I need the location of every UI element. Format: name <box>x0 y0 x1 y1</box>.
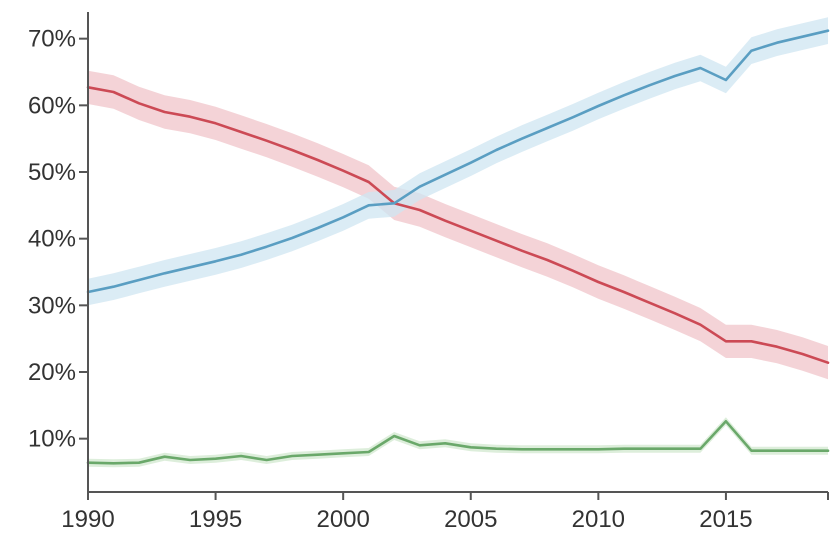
series-1-line <box>86 29 830 294</box>
series-2-band <box>88 417 828 468</box>
y-tick-label: 10% <box>28 426 76 453</box>
y-tick-label: 20% <box>28 359 76 386</box>
x-tick-label: 2015 <box>699 506 752 533</box>
y-tick-label: 40% <box>28 226 76 253</box>
x-tick-label: 1995 <box>189 506 242 533</box>
x-tick-label: 2005 <box>444 506 497 533</box>
series-lines <box>86 29 830 465</box>
y-tick-label: 30% <box>28 292 76 319</box>
x-tick-label: 2010 <box>572 506 625 533</box>
series-1-band <box>88 17 828 306</box>
y-tick-label: 50% <box>28 159 76 186</box>
series-0-line <box>86 86 830 365</box>
x-ticks: 1990 1995 2000 2005 2010 2015 <box>61 492 829 533</box>
y-tick-label: 60% <box>28 92 76 119</box>
series-2-line <box>86 419 830 465</box>
x-tick-label: 1990 <box>61 506 114 533</box>
y-tick-label: 70% <box>28 26 76 53</box>
confidence-bands <box>88 17 828 468</box>
x-tick-label: 2000 <box>316 506 369 533</box>
y-ticks: 10% 20% 30% 40% 50% 60% 70% <box>28 26 88 453</box>
